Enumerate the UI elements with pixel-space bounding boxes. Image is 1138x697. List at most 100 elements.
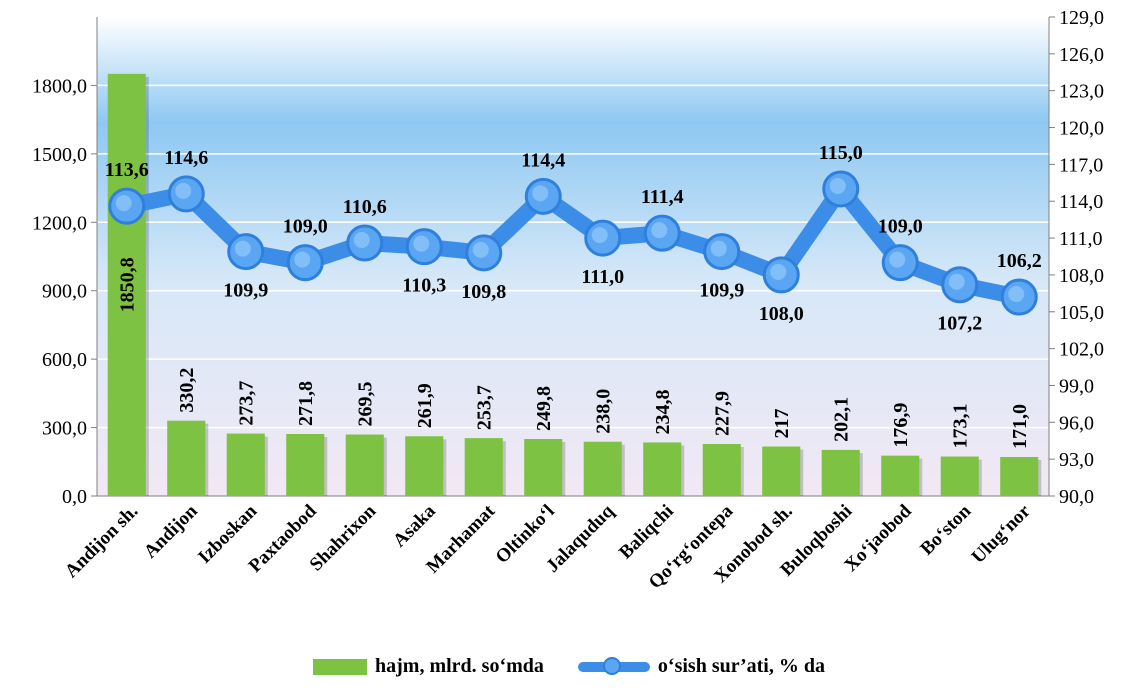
- y-left-tick-label: 0,0: [62, 486, 87, 508]
- y-left-ticks: 0,0 300,0 600,0 900,0 1200,0 1500,0 1800,0: [32, 75, 97, 508]
- bars: [107, 73, 1042, 496]
- bar-value-label: 227,9: [712, 391, 734, 436]
- growth-line-marker-highlight: [294, 251, 311, 268]
- bar: [643, 442, 682, 496]
- growth-line-marker-highlight: [413, 235, 430, 252]
- growth-line-marker-highlight: [948, 273, 965, 290]
- growth-line-marker-highlight: [115, 195, 132, 212]
- line-value-label: 114,4: [521, 149, 565, 171]
- y-right-tick-label: 111,0: [1059, 228, 1103, 250]
- bar: [1000, 456, 1039, 496]
- bar-value-label: 273,7: [236, 381, 258, 426]
- line-value-label: 109,9: [223, 280, 268, 302]
- y-right-tick-label: 117,0: [1059, 154, 1103, 176]
- y-right-ticks: 90,0 93,0 96,0 99,0 102,0 105,0 108,0 111,0 114,…: [1049, 7, 1104, 508]
- y-right-tick-label: 120,0: [1059, 118, 1104, 140]
- combo-chart: 0,0 300,0 600,0 900,0 1200,0 1500,0 1800,0 90,…: [32, 7, 1104, 593]
- legend: hajm, mlrd. so‘mda o‘sish sur’ati, % da: [0, 655, 1138, 678]
- bar-value-label: 171,0: [1009, 404, 1031, 449]
- line-value-label: 114,6: [164, 147, 208, 169]
- bar-value-label: 202,1: [831, 397, 853, 442]
- growth-line-marker-highlight: [1008, 286, 1025, 303]
- legend-bar-label: hajm, mlrd. so‘mda: [375, 655, 544, 677]
- y-right-tick-label: 105,0: [1059, 302, 1104, 324]
- bar-value-label: 238,0: [593, 389, 615, 434]
- bar: [524, 439, 563, 496]
- bar-value-label: 234,8: [652, 389, 674, 434]
- bar: [345, 434, 384, 496]
- bar-value-label: 1850,8: [117, 257, 139, 312]
- bar-value-label: 253,7: [474, 385, 496, 430]
- bar-value-label: 271,8: [295, 381, 317, 426]
- y-right-tick-label: 108,0: [1059, 265, 1104, 287]
- line-value-label: 107,2: [937, 313, 982, 335]
- category-label: Bo‘ston: [916, 500, 975, 559]
- bar: [702, 444, 741, 496]
- y-left-tick-label: 600,0: [42, 349, 87, 371]
- y-right-tick-label: 99,0: [1059, 375, 1094, 397]
- y-left-tick-label: 900,0: [42, 281, 87, 303]
- bar-value-label: 249,8: [533, 386, 555, 431]
- growth-line-marker-highlight: [234, 240, 251, 257]
- y-left-tick-label: 300,0: [42, 418, 87, 440]
- line-value-label: 109,0: [283, 216, 328, 238]
- y-right-tick-label: 102,0: [1059, 339, 1104, 361]
- line-value-label: 113,6: [105, 159, 149, 181]
- growth-line-marker-highlight: [472, 241, 489, 258]
- bar-value-label: 261,9: [414, 383, 436, 428]
- legend-item-line: o‘sish sur’ati, % da: [577, 655, 825, 678]
- bar: [286, 434, 325, 496]
- growth-line-marker-highlight: [353, 231, 370, 248]
- bar-value-label: 269,5: [355, 382, 377, 427]
- legend-bar-swatch: [313, 658, 368, 675]
- y-right-tick-label: 96,0: [1059, 412, 1094, 434]
- growth-line-marker-highlight: [770, 263, 787, 280]
- category-label: Andijon sh.: [61, 501, 142, 582]
- legend-item-bars: hajm, mlrd. so‘mda: [313, 655, 544, 678]
- bar: [405, 436, 444, 496]
- y-right-tick-label: 126,0: [1059, 44, 1104, 66]
- growth-line-marker-highlight: [829, 177, 846, 194]
- growth-line-marker-highlight: [651, 222, 668, 239]
- bar-value-label: 176,9: [890, 403, 912, 448]
- line-value-label: 109,0: [878, 216, 923, 238]
- bar: [583, 441, 622, 496]
- line-labels: 113,6 114,6 109,9 109,0 110,6 110,3 109,8 114,4…: [105, 142, 1042, 335]
- y-right-tick-label: 93,0: [1059, 449, 1094, 471]
- y-left-tick-label: 1800,0: [32, 75, 87, 97]
- bar-value-label: 217: [771, 409, 793, 439]
- y-right-tick-label: 129,0: [1059, 7, 1104, 29]
- y-left-tick-label: 1500,0: [32, 144, 87, 166]
- growth-line-marker-highlight: [710, 240, 727, 257]
- category-labels: Andijon sh.AndijonIzboskanPaxtaobodShahr…: [61, 500, 1035, 593]
- growth-line-marker-highlight: [175, 182, 192, 199]
- line-value-label: 110,6: [343, 196, 387, 218]
- line-value-label: 115,0: [819, 142, 863, 164]
- legend-line-swatch: [577, 656, 650, 677]
- bar-value-label: 173,1: [950, 404, 972, 449]
- bar: [881, 455, 920, 496]
- line-value-label: 111,4: [641, 186, 684, 208]
- category-label: Andijon: [140, 500, 202, 562]
- line-value-label: 110,3: [402, 275, 446, 297]
- bar: [226, 433, 265, 496]
- line-value-label: 111,0: [581, 266, 624, 288]
- growth-line-marker-highlight: [532, 185, 549, 202]
- category-label: Shahrixon: [306, 500, 381, 575]
- bar: [464, 438, 503, 496]
- category-label: Asaka: [389, 500, 440, 551]
- bar: [167, 420, 206, 496]
- line-value-label: 106,2: [997, 250, 1042, 272]
- category-label: Ulug‘nor: [968, 500, 1036, 568]
- bar: [107, 73, 146, 496]
- growth-line-marker-highlight: [889, 251, 906, 268]
- legend-line-label: o‘sish sur’ati, % da: [657, 655, 825, 677]
- line-value-label: 109,8: [461, 281, 506, 303]
- y-right-tick-label: 123,0: [1059, 81, 1104, 103]
- bar: [762, 446, 801, 496]
- line-value-label: 109,9: [699, 280, 744, 302]
- line-value-label: 108,0: [759, 303, 804, 325]
- y-left-tick-label: 1200,0: [32, 212, 87, 234]
- y-right-tick-label: 114,0: [1059, 191, 1103, 213]
- bar: [940, 456, 979, 496]
